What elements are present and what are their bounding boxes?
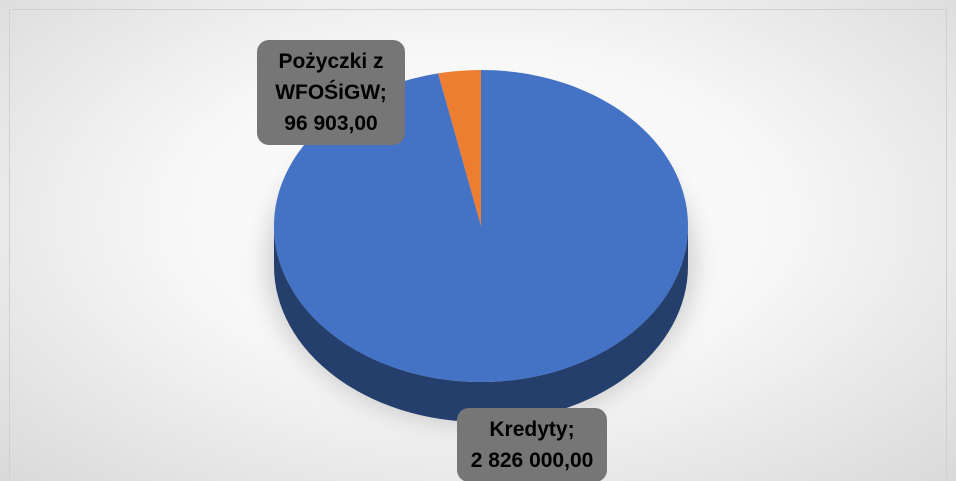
- pie-side: [274, 226, 688, 422]
- data-label: Kredyty; 2 826 000,00: [457, 408, 607, 481]
- frame: [9, 9, 947, 481]
- data-label: Pożyczki z WFOŚiGW; 96 903,00: [257, 40, 405, 145]
- label-value: 2 826 000,00: [470, 449, 594, 472]
- pie-slice: [438, 70, 481, 226]
- label-category: Kredyty: [489, 418, 568, 441]
- label-separator: ;: [567, 418, 575, 441]
- label-category: Pożyczki z WFOŚiGW: [275, 50, 384, 104]
- label-value: 96 903,00: [284, 112, 378, 135]
- label-separator: ;: [379, 81, 387, 104]
- pie-slice: [274, 70, 689, 382]
